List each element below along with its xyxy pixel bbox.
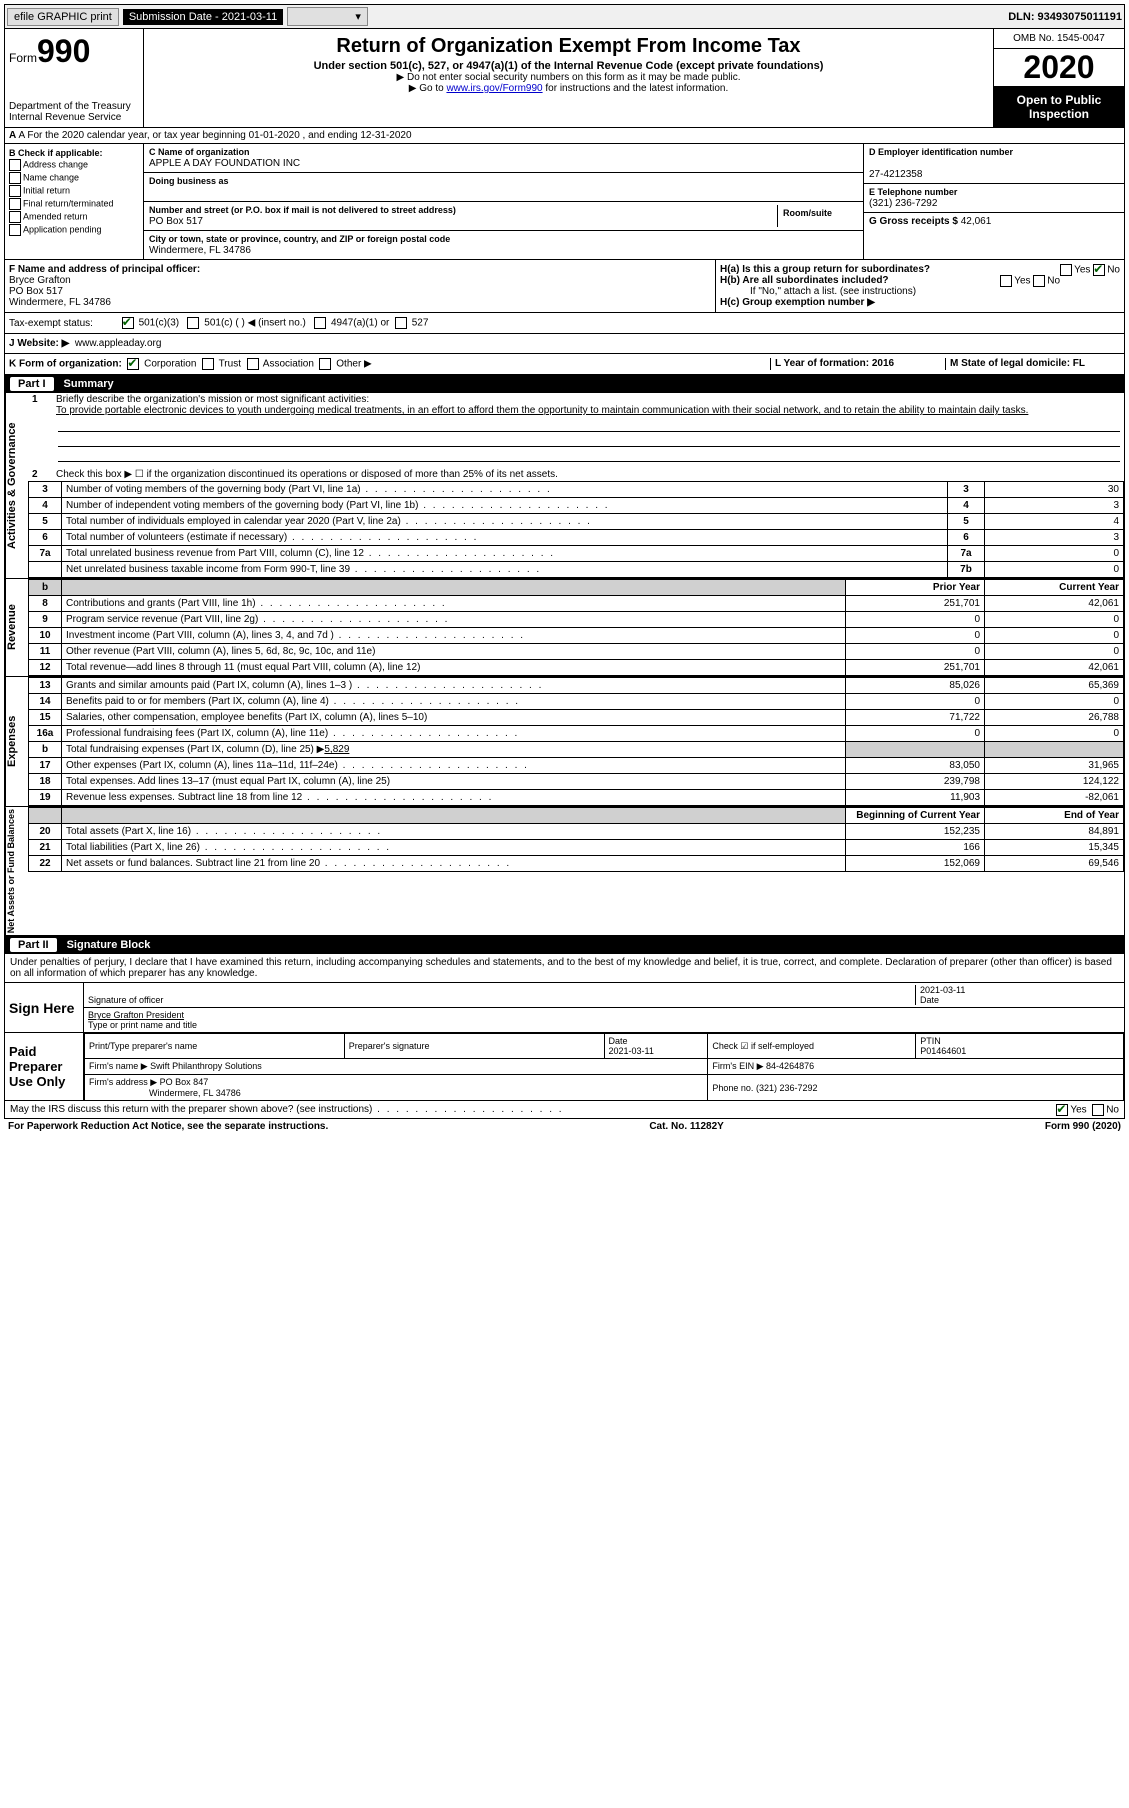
- section-c: C Name of organization APPLE A DAY FOUND…: [144, 144, 863, 259]
- sign-here-label: Sign Here: [5, 983, 84, 1032]
- vtab-revenue: Revenue: [5, 579, 28, 676]
- part-2-header: Part II Signature Block: [4, 936, 1125, 954]
- expenses-table: 13Grants and similar amounts paid (Part …: [28, 677, 1124, 806]
- form-header: Form990 Department of the Treasury Inter…: [4, 29, 1125, 128]
- cb-app-pending[interactable]: [9, 224, 21, 236]
- paid-preparer-label: Paid Preparer Use Only: [5, 1033, 84, 1100]
- cb-ha-no[interactable]: [1093, 264, 1105, 276]
- org-name: APPLE A DAY FOUNDATION INC: [149, 158, 300, 169]
- vtab-activities: Activities & Governance: [5, 393, 28, 578]
- governance-table: 3Number of voting members of the governi…: [28, 481, 1124, 578]
- cb-address-change[interactable]: [9, 159, 21, 171]
- irs-link[interactable]: www.irs.gov/Form990: [446, 83, 542, 94]
- tax-year: 2020: [994, 49, 1124, 87]
- cb-501c[interactable]: [187, 317, 199, 329]
- phone-value: (321) 236-7292: [869, 198, 937, 209]
- revenue-section: Revenue bPrior YearCurrent Year 8Contrib…: [4, 579, 1125, 677]
- cb-assoc[interactable]: [247, 358, 259, 370]
- year-formation: L Year of formation: 2016: [770, 358, 945, 370]
- paid-preparer-table: Print/Type preparer's name Preparer's si…: [84, 1033, 1124, 1100]
- cb-final-return[interactable]: [9, 198, 21, 210]
- cb-discuss-yes[interactable]: [1056, 1104, 1068, 1116]
- form-subtitle: Under section 501(c), 527, or 4947(a)(1)…: [148, 60, 989, 72]
- dln-label: DLN: 93493075011191: [1008, 11, 1122, 23]
- vtab-expenses: Expenses: [5, 677, 28, 806]
- efile-print-button[interactable]: efile GRAPHIC print: [7, 8, 119, 26]
- cb-527[interactable]: [395, 317, 407, 329]
- cb-name-change[interactable]: [9, 172, 21, 184]
- section-d: D Employer identification number 27-4212…: [863, 144, 1124, 259]
- signature-block: Under penalties of perjury, I declare th…: [4, 954, 1125, 1119]
- firm-name: Swift Philanthropy Solutions: [150, 1061, 262, 1071]
- mission-text: To provide portable electronic devices t…: [56, 405, 1028, 416]
- firm-ein: 84-4264876: [766, 1061, 814, 1071]
- cb-other[interactable]: [319, 358, 331, 370]
- state-domicile: M State of legal domicile: FL: [945, 358, 1120, 370]
- form-number: Form990: [9, 33, 139, 70]
- declaration-text: Under penalties of perjury, I declare th…: [5, 954, 1124, 982]
- cb-amended[interactable]: [9, 211, 21, 223]
- section-b: B Check if applicable: Address change Na…: [5, 144, 144, 259]
- row-a-tax-year: A A For the 2020 calendar year, or tax y…: [4, 128, 1125, 144]
- form-title: Return of Organization Exempt From Incom…: [148, 35, 989, 58]
- cb-corp[interactable]: [127, 358, 139, 370]
- form-note-2: ▶ Go to www.irs.gov/Form990 for instruct…: [148, 83, 989, 94]
- city-state-zip: Windermere, FL 34786: [149, 245, 251, 256]
- discuss-row: May the IRS discuss this return with the…: [5, 1100, 1124, 1118]
- ptin-value: P01464601: [920, 1046, 966, 1056]
- vtab-netassets: Net Assets or Fund Balances: [5, 807, 28, 935]
- section-klm: K Form of organization: Corporation Trus…: [4, 354, 1125, 375]
- section-bcd: B Check if applicable: Address change Na…: [4, 144, 1125, 260]
- page-footer: For Paperwork Reduction Act Notice, see …: [4, 1119, 1125, 1134]
- website-value: www.appleaday.org: [75, 338, 162, 349]
- open-public-badge: Open to Public Inspection: [994, 87, 1124, 127]
- officer-signature-name: Bryce Grafton President: [88, 1010, 184, 1020]
- cb-initial-return[interactable]: [9, 185, 21, 197]
- gross-receipts: 42,061: [961, 216, 992, 227]
- cb-4947[interactable]: [314, 317, 326, 329]
- revenue-table: bPrior YearCurrent Year 8Contributions a…: [28, 579, 1124, 676]
- ein-value: 27-4212358: [869, 169, 922, 180]
- preparer-phone: (321) 236-7292: [756, 1083, 818, 1093]
- cb-hb-yes[interactable]: [1000, 275, 1012, 287]
- dropdown-blank[interactable]: ▾: [287, 7, 368, 26]
- cb-discuss-no[interactable]: [1092, 1104, 1104, 1116]
- cb-ha-yes[interactable]: [1060, 264, 1072, 276]
- submission-date-label: Submission Date - 2021-03-11: [123, 9, 283, 25]
- netassets-section: Net Assets or Fund Balances Beginning of…: [4, 807, 1125, 936]
- top-toolbar: efile GRAPHIC print Submission Date - 20…: [4, 4, 1125, 29]
- part-1-header: Part I Summary: [4, 375, 1125, 393]
- expenses-section: Expenses 13Grants and similar amounts pa…: [4, 677, 1125, 807]
- officer-name: Bryce Grafton: [9, 275, 71, 286]
- netassets-table: Beginning of Current YearEnd of Year 20T…: [28, 807, 1124, 872]
- section-status-website: Tax-exempt status: 501(c)(3) 501(c) ( ) …: [4, 313, 1125, 354]
- department-label: Department of the Treasury Internal Reve…: [9, 101, 139, 123]
- street-address: PO Box 517: [149, 216, 203, 227]
- omb-number: OMB No. 1545-0047: [994, 29, 1124, 49]
- cb-hb-no[interactable]: [1033, 275, 1045, 287]
- cb-trust[interactable]: [202, 358, 214, 370]
- activities-governance: Activities & Governance 1Briefly describ…: [4, 393, 1125, 579]
- section-fh: F Name and address of principal officer:…: [4, 260, 1125, 313]
- form-note-1: ▶ Do not enter social security numbers o…: [148, 72, 989, 83]
- cb-501c3[interactable]: [122, 317, 134, 329]
